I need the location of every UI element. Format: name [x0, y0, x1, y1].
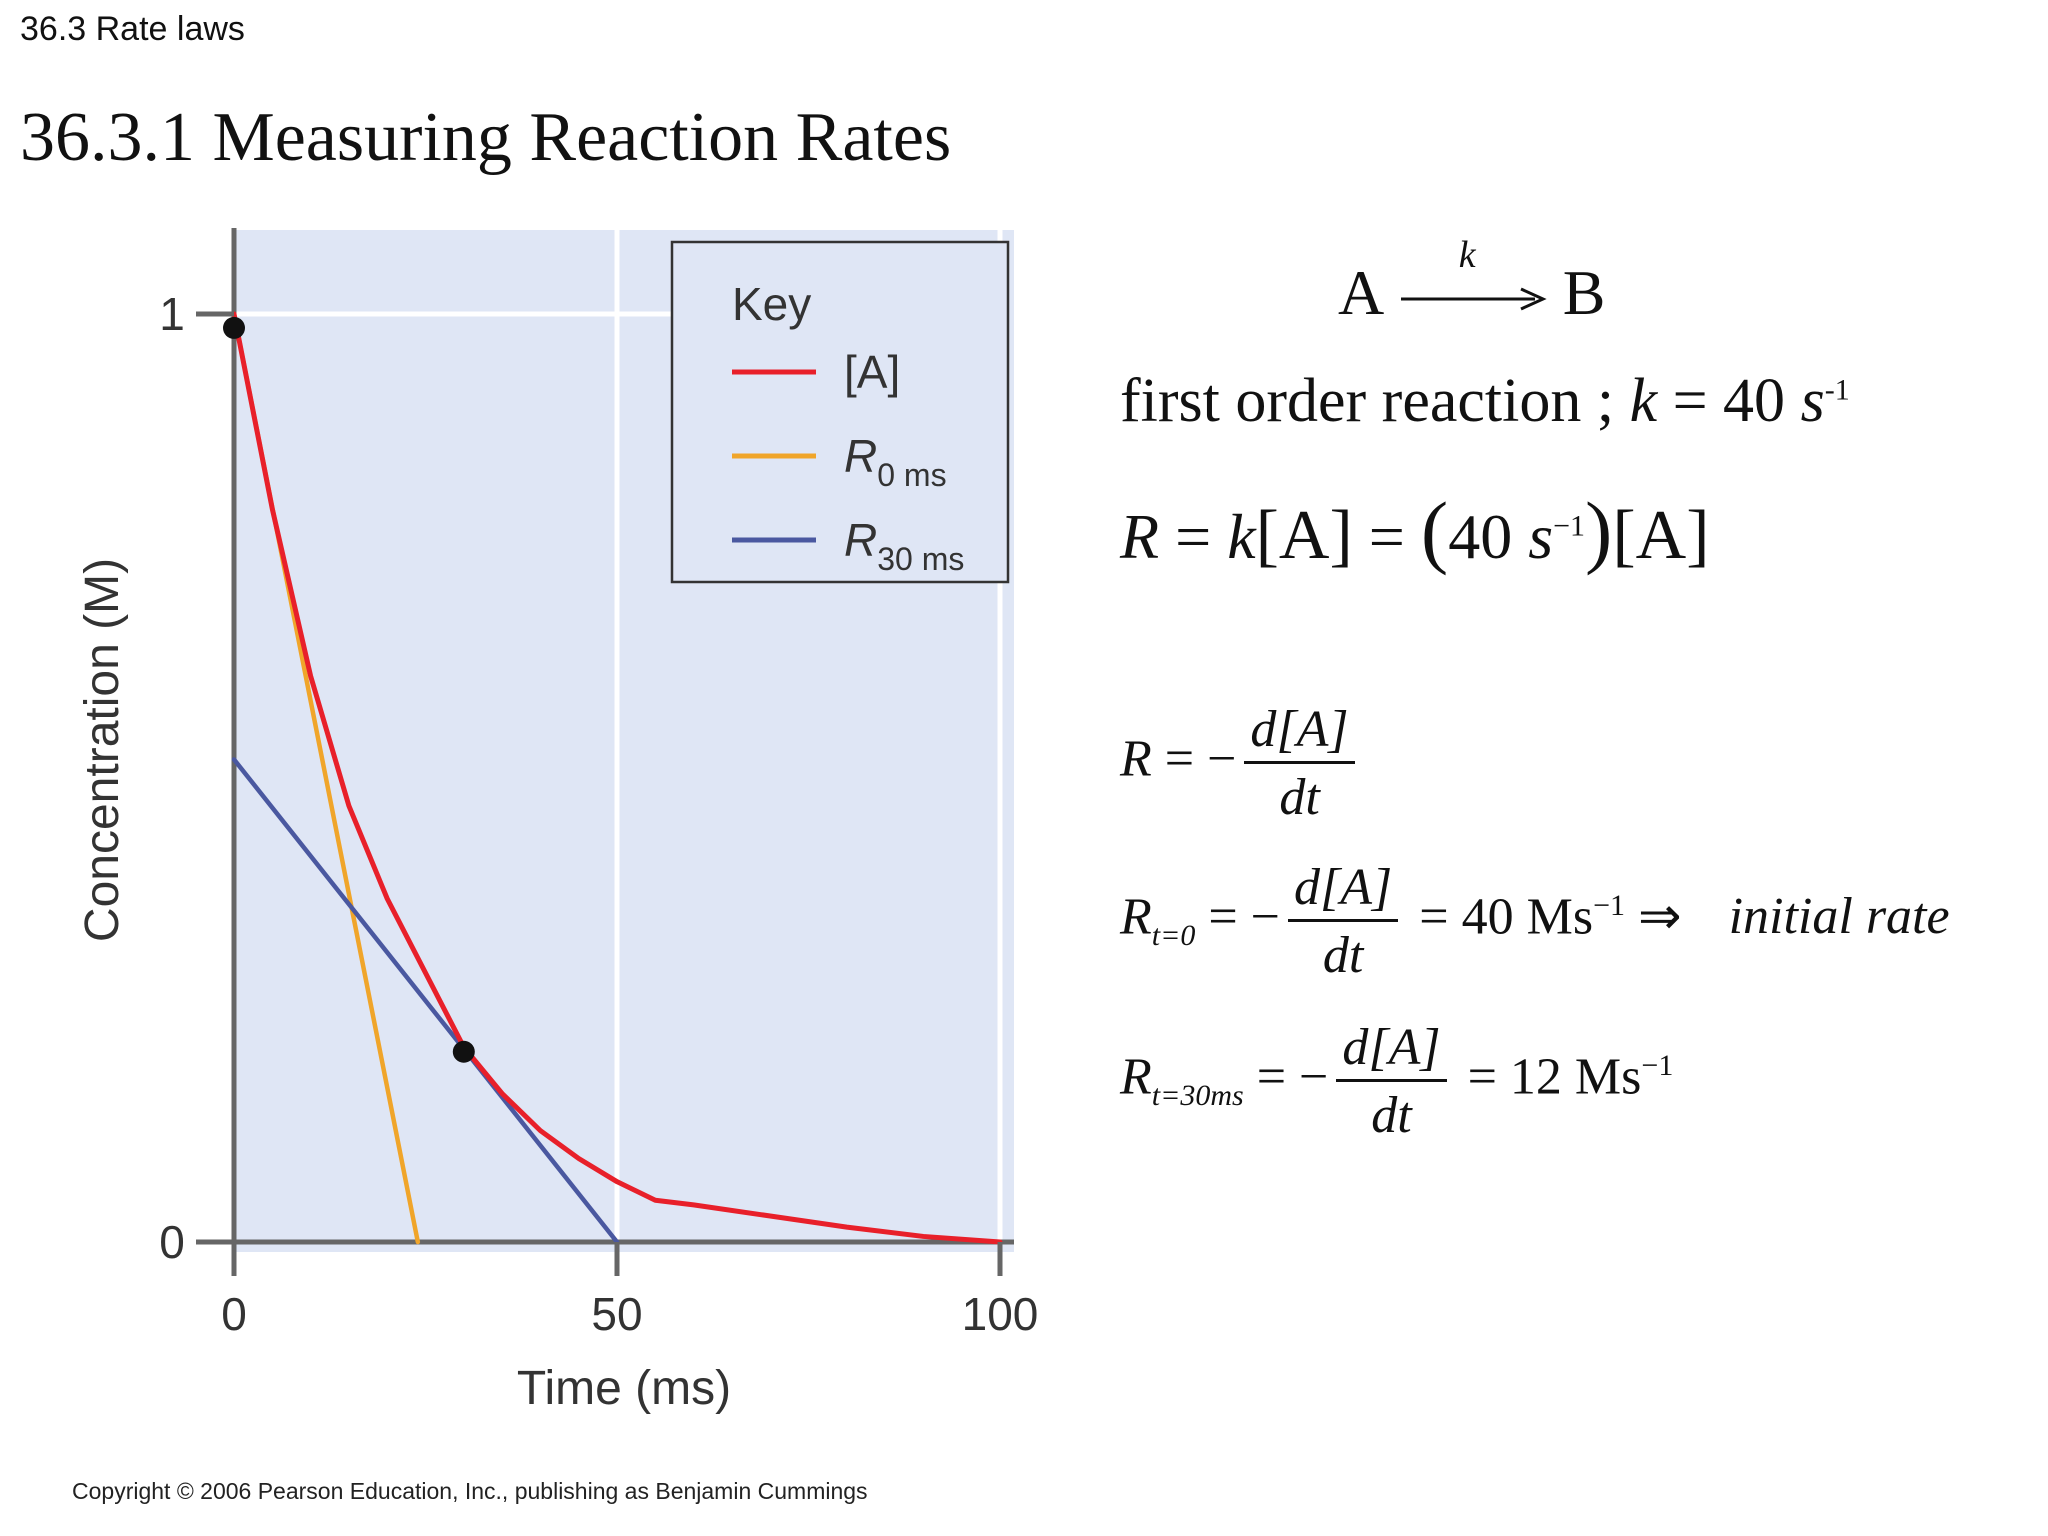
legend: Key [A] R0 ms R30 ms: [670, 240, 1010, 584]
x-tick-label: 100: [962, 1288, 1039, 1340]
legend-label: R30 ms: [844, 514, 964, 577]
reaction-equation: A k B: [1338, 234, 1606, 330]
rate-definition: R = − d[A] dt: [1120, 700, 1363, 827]
at30-derivative-fraction: d[A] dt: [1336, 1018, 1447, 1145]
series-line-0: [231, 311, 1003, 1245]
rate-at-30ms-equation: Rt=30ms = − d[A] dt = 12 Ms−1: [1120, 1018, 1674, 1145]
x-tick-label: 50: [591, 1288, 642, 1340]
product: B: [1562, 257, 1606, 328]
arrow-head: [1520, 287, 1547, 311]
x-axis-label: Time (ms): [517, 1362, 731, 1415]
legend-title: Key: [732, 278, 811, 330]
legend-label: R0 ms: [844, 430, 947, 493]
breadcrumb: 36.3 Rate laws: [20, 10, 245, 48]
reaction-arrow: k: [1397, 234, 1547, 319]
series-line-2: [231, 757, 620, 1245]
y-tick-label: 1: [159, 288, 185, 340]
page-title: 36.3.1 Measuring Reaction Rates: [20, 99, 952, 176]
legend-label: [A]: [844, 346, 900, 398]
initial-derivative-fraction: d[A] dt: [1288, 858, 1399, 985]
x-tick-label: 0: [221, 1288, 247, 1340]
concentration-time-chart: 0 50 100 0 1 Time (ms) Concentration (M) Key…: [76, 228, 1039, 1415]
first-order-statement: first order reaction ; k = 40 s-1: [1120, 367, 1850, 435]
rate-law-equation: R = k[A] = (40 s−1)[A]: [1120, 485, 1710, 576]
legend-box: [670, 240, 1010, 584]
copyright-notice: Copyright © 2006 Pearson Education, Inc.…: [72, 1478, 868, 1504]
reactant: A: [1338, 257, 1381, 328]
data-point-marker: [452, 1040, 475, 1063]
initial-rate-equation: Rt=0 = − d[A] dt = 40 Ms−1 ⇒ initial rate: [1120, 858, 1950, 985]
derivative-fraction: d[A] dt: [1244, 700, 1355, 827]
arrow-rate-constant: k: [1458, 234, 1476, 277]
initial-rate-note: initial rate: [1728, 888, 1950, 946]
y-axis-label: Concentration (M): [76, 558, 129, 942]
data-point-marker: [223, 316, 245, 339]
y-tick-label: 0: [159, 1216, 185, 1268]
